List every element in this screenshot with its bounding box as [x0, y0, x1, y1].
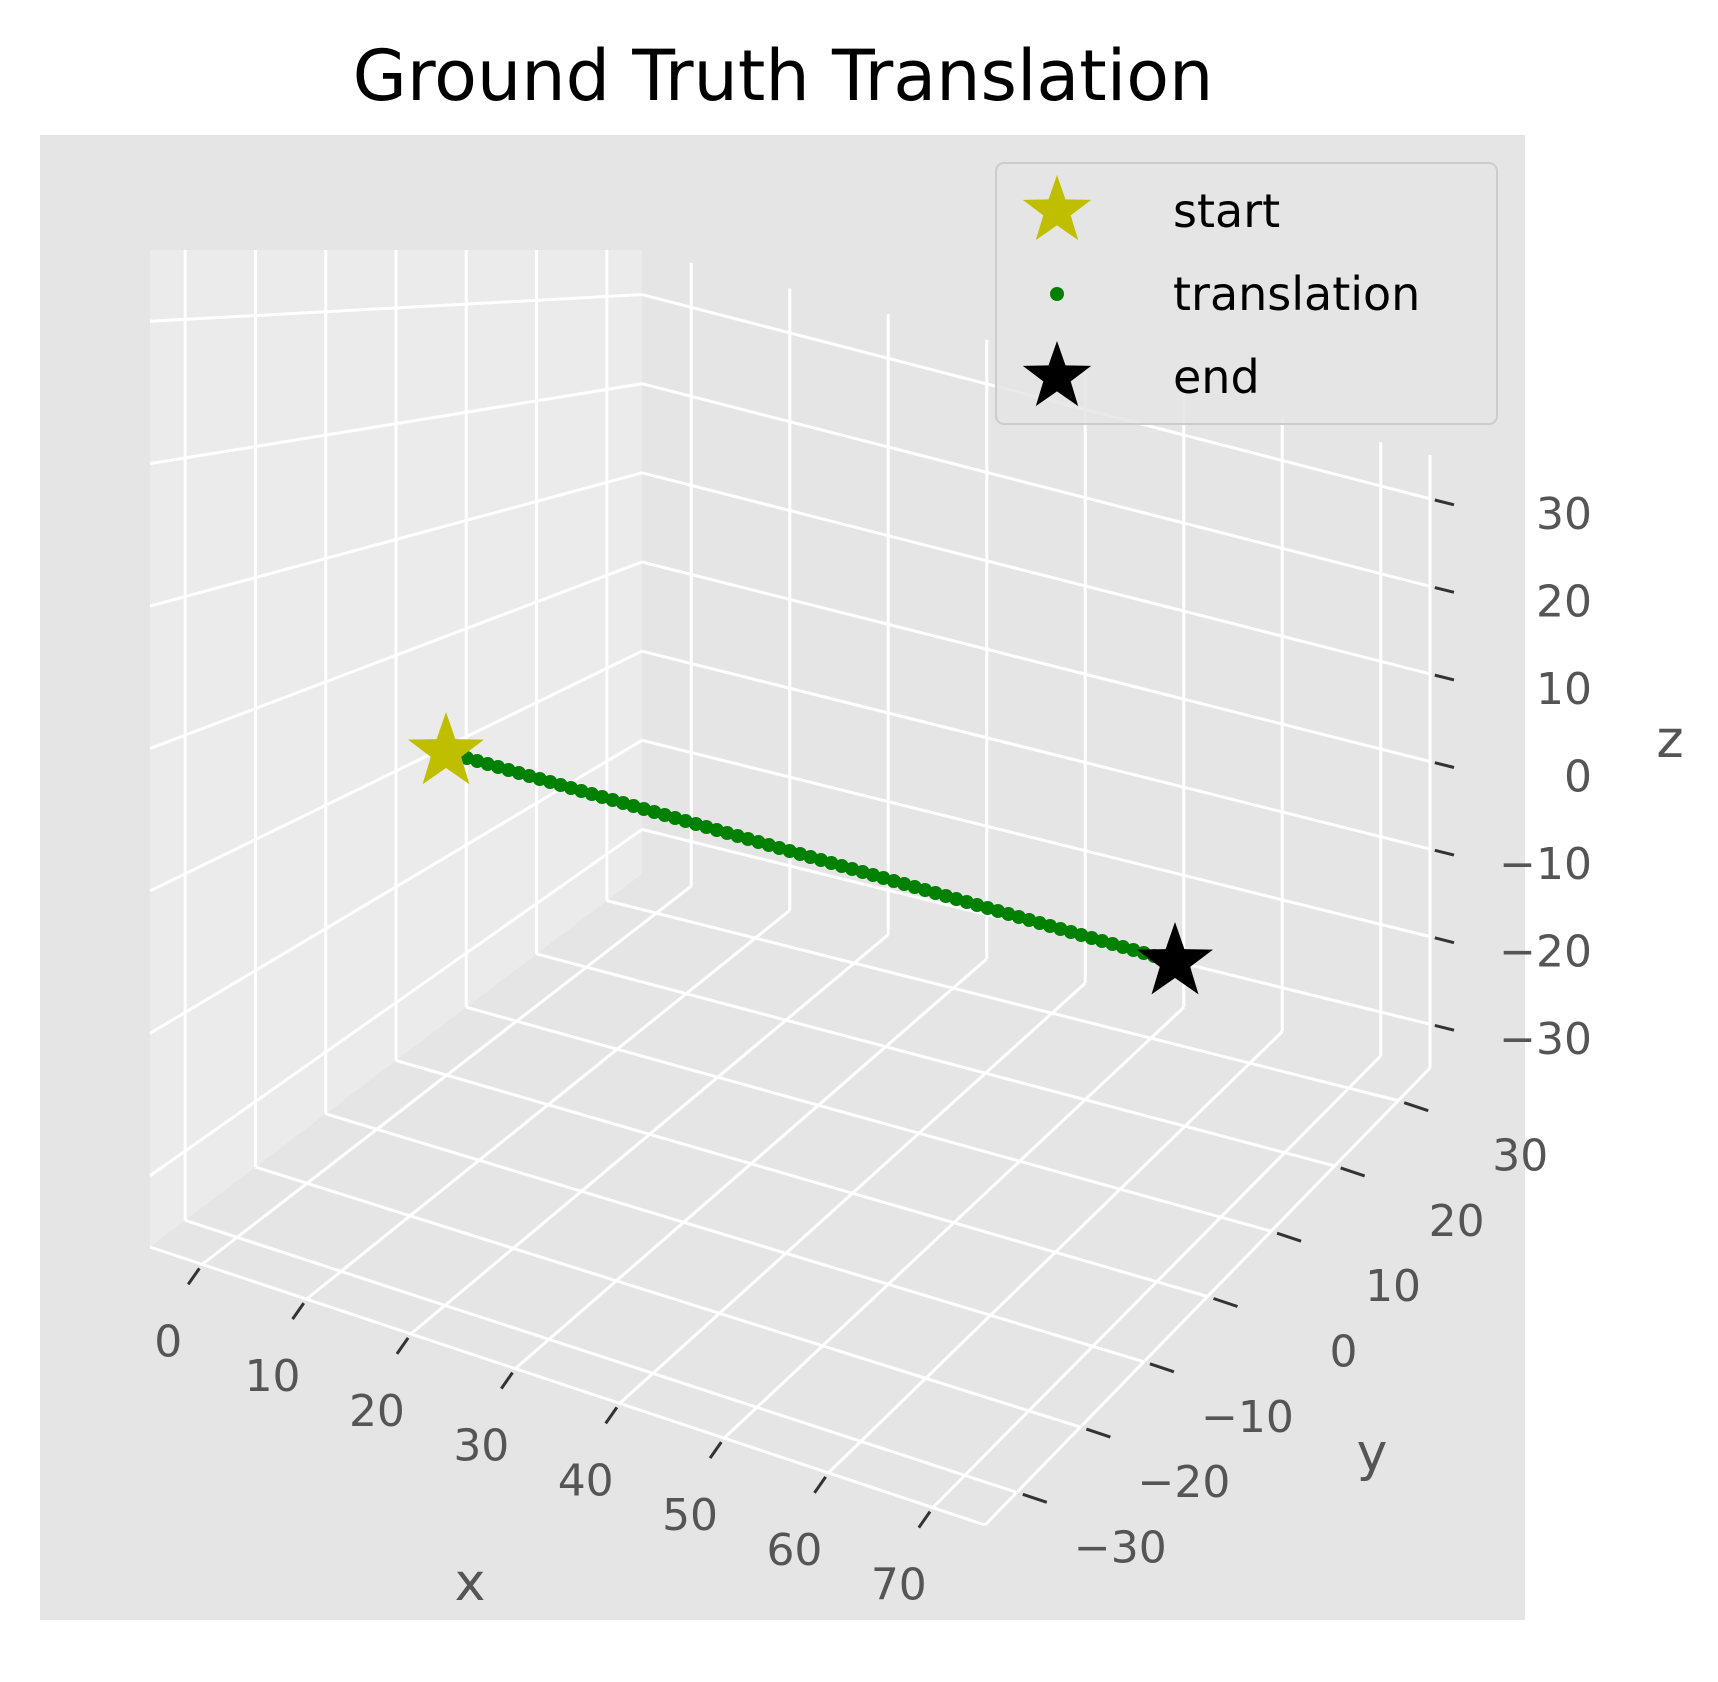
start-marker — [408, 712, 484, 785]
y-tick-label: 10 — [1365, 1261, 1421, 1312]
x-tick — [813, 1476, 827, 1494]
x-tick-label: 40 — [558, 1455, 614, 1506]
x-tick — [604, 1406, 619, 1425]
x-tick — [708, 1441, 723, 1459]
x-tick-label: 10 — [245, 1351, 301, 1402]
x-axis-line — [149, 1245, 986, 1527]
tick-labels: 010203040506070−30−20−100102030−30−20−10… — [154, 489, 1592, 1611]
grid-line-z-left — [149, 649, 643, 893]
y-tick-label: −10 — [1201, 1392, 1294, 1443]
z-tick — [1434, 586, 1455, 594]
z-tick-label: −20 — [1499, 927, 1592, 978]
grid-line-y-floor — [606, 899, 1399, 1103]
end-marker — [1137, 922, 1213, 995]
z-tick — [1434, 936, 1455, 945]
grid-line-z-left — [149, 560, 643, 750]
z-tick-label: −30 — [1499, 1014, 1592, 1065]
z-tick-label: 10 — [1536, 664, 1592, 715]
z-tick-label: 30 — [1536, 489, 1592, 540]
y-tick-label: −30 — [1074, 1522, 1167, 1573]
z-axis-label: z — [1656, 710, 1683, 770]
legend-start-marker — [1022, 175, 1092, 241]
grid-line-y-floor — [254, 1165, 1081, 1429]
x-tick — [500, 1371, 514, 1390]
legend-end-label: end — [1173, 350, 1260, 404]
legend: start translation end — [995, 162, 1498, 425]
y-tick — [1213, 1297, 1238, 1308]
grid-line-z-left — [149, 382, 643, 466]
x-tick — [291, 1302, 305, 1320]
grid-line-y-floor — [395, 1059, 1208, 1298]
grid-line-z-left — [149, 293, 643, 323]
x-tick-label: 70 — [871, 1560, 927, 1611]
legend-translation-marker — [1050, 287, 1064, 301]
z-tick — [1434, 848, 1455, 857]
grid-line-y-floor — [325, 1112, 1145, 1364]
y-axis-label: y — [1357, 1423, 1388, 1483]
y-tick — [1276, 1231, 1302, 1243]
legend-box — [995, 162, 1498, 425]
z-tick — [1434, 673, 1455, 682]
x-tick — [395, 1337, 410, 1355]
y-tick-label: 20 — [1429, 1196, 1485, 1247]
z-tick-label: 0 — [1564, 752, 1592, 803]
y-tick — [1403, 1101, 1429, 1113]
chart-title: Ground Truth Translation — [353, 35, 1214, 117]
y-tick-label: 30 — [1492, 1131, 1548, 1182]
z-tick — [1434, 761, 1455, 769]
grid-line-y-floor — [184, 1218, 1018, 1494]
legend-end-marker — [1022, 341, 1092, 407]
y-tick-label: −20 — [1137, 1457, 1230, 1508]
z-tick-label: −10 — [1499, 839, 1592, 890]
x-tick — [917, 1510, 932, 1529]
x-tick-label: 20 — [349, 1386, 405, 1437]
y-tick-label: 0 — [1330, 1327, 1358, 1378]
legend-translation-label: translation — [1173, 267, 1420, 321]
x-tick-label: 60 — [766, 1525, 822, 1576]
grid-line-z-left — [149, 471, 643, 608]
grid-line-z-back — [641, 738, 1431, 939]
x-tick-label: 50 — [662, 1490, 718, 1541]
x-tick-label: 30 — [453, 1421, 509, 1472]
y-tick — [1149, 1362, 1175, 1374]
y-tick — [1085, 1427, 1111, 1439]
grid-line-z-back — [641, 471, 1431, 676]
data-series — [408, 712, 1213, 995]
legend-start-label: start — [1173, 184, 1280, 238]
grid-line-z-back — [641, 649, 1431, 851]
z-tick — [1434, 1023, 1455, 1032]
grid-line-z-back — [641, 560, 1431, 763]
grid-line-y-floor — [465, 1005, 1272, 1233]
grid-line-y-floor — [536, 952, 1336, 1168]
y-tick — [1022, 1492, 1048, 1504]
x-axis-label: x — [455, 1553, 486, 1613]
z-tick-label: 20 — [1536, 576, 1592, 627]
y-tick — [1340, 1166, 1366, 1178]
grid-line-z-back — [641, 382, 1431, 588]
x-tick-label: 0 — [154, 1316, 182, 1367]
axis-ticks — [186, 498, 1455, 1529]
grid-line-z-left — [149, 828, 643, 1178]
z-tick — [1434, 498, 1455, 507]
y-axis-line — [983, 1066, 1432, 1527]
x-tick — [186, 1267, 201, 1286]
